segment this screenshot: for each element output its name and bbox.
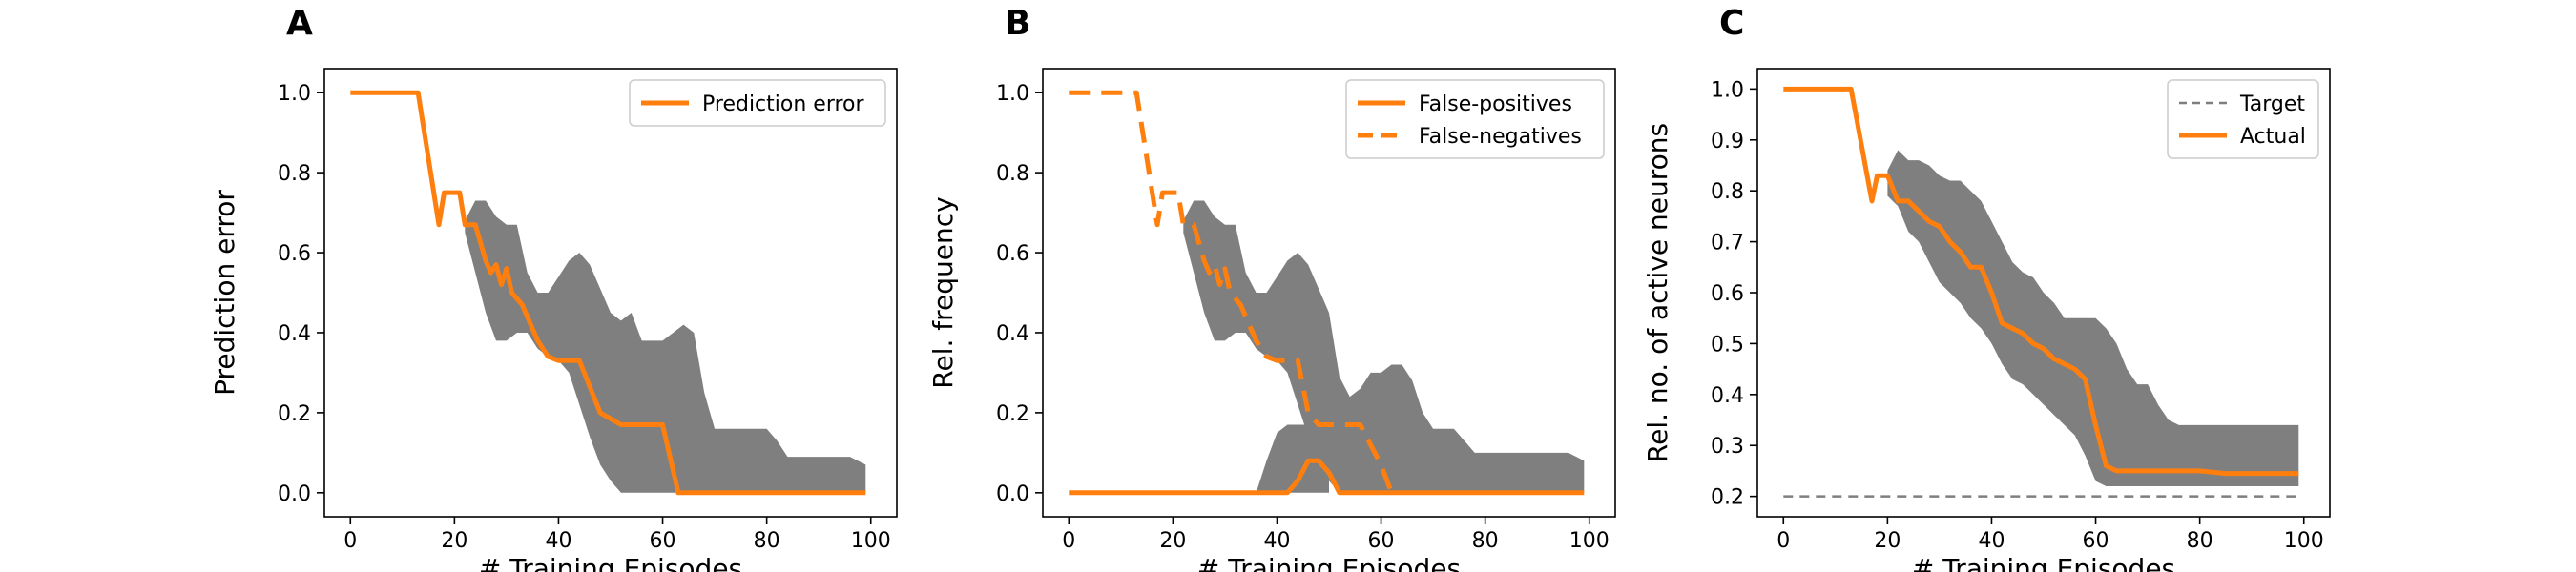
legend-label: Prediction error [702, 92, 864, 116]
x-tick-label: 40 [1978, 529, 2005, 553]
y-tick-label: 0.4 [1711, 384, 1744, 408]
x-tick-label: 80 [754, 529, 780, 553]
x-axis-label: # Training Episodes [479, 553, 742, 572]
y-tick-label: 0.2 [278, 402, 311, 426]
panel-label: C [1719, 4, 1744, 43]
y-tick-label: 0.7 [1711, 232, 1744, 255]
x-tick-label: 0 [343, 529, 357, 553]
panel-label: A [286, 4, 313, 43]
legend-label: Actual [2240, 125, 2306, 149]
legend: Prediction error [629, 79, 886, 127]
plot-area [1069, 90, 1585, 496]
y-tick-label: 1.0 [1711, 78, 1744, 102]
y-tick-label: 0.4 [996, 322, 1029, 346]
y-tick-label: 0.6 [996, 242, 1029, 266]
legend: False-positives False-negatives [1345, 79, 1605, 159]
uncertainty-band [1887, 150, 2299, 486]
y-tick-label: 0.6 [1711, 282, 1744, 306]
x-axis-label: # Training Episodes [1197, 553, 1461, 572]
y-tick-label: 0.0 [278, 482, 311, 506]
uncertainty-band [1183, 200, 1585, 493]
x-tick-label: 20 [1874, 529, 1901, 553]
plot-area [1783, 86, 2299, 498]
x-tick-label: 100 [1569, 529, 1610, 553]
y-tick-label: 0.2 [996, 402, 1029, 426]
x-tick-label: 40 [545, 529, 571, 553]
y-tick-label: 0.9 [1711, 130, 1744, 153]
axes-frame [323, 68, 898, 518]
y-tick-label: 1.0 [996, 82, 1029, 106]
legend-label: Target [2239, 92, 2305, 116]
y-tick-label: 0.8 [1711, 180, 1744, 204]
uncertainty-band [465, 200, 866, 493]
x-tick-label: 60 [650, 529, 676, 553]
plot-area [350, 90, 866, 496]
x-tick-label: 20 [1159, 529, 1186, 553]
y-tick-label: 0.8 [278, 162, 311, 186]
y-tick-label: 0.4 [278, 322, 311, 346]
y-axis-label: Prediction error [209, 190, 240, 396]
y-tick-label: 0.5 [1711, 333, 1744, 357]
x-tick-label: 0 [1776, 529, 1790, 553]
y-tick-label: 0.0 [996, 482, 1029, 506]
axes-frame [1042, 68, 1616, 518]
x-tick-label: 20 [441, 529, 467, 553]
legend-box [629, 79, 886, 127]
uncertainty-band [1256, 424, 1329, 493]
x-tick-label: 100 [2284, 529, 2324, 553]
x-tick-label: 0 [1062, 529, 1075, 553]
legend: Target Actual [2167, 79, 2319, 159]
legend-label: False-negatives [1419, 125, 1582, 149]
panel-A: A 0 20 40 60 80 100 0.0 0.2 0.4 0.6 0.8 1.0 # Trainin… [209, 4, 898, 572]
series-line-0 [1069, 458, 1585, 496]
x-axis-label: # Training Episodes [1912, 553, 2175, 572]
y-tick-label: 1.0 [278, 82, 311, 106]
y-tick-label: 0.8 [996, 162, 1029, 186]
panel-B: B 0 20 40 60 80 100 0.0 0.2 0.4 0.6 0.8 1.0 # Trainin… [927, 4, 1616, 572]
series-line-1 [1069, 90, 1394, 494]
x-tick-label: 40 [1263, 529, 1290, 553]
x-tick-label: 60 [2083, 529, 2109, 553]
legend-label: False-positives [1419, 92, 1572, 116]
series-line-1 [1783, 86, 2299, 477]
x-tick-label: 60 [1368, 529, 1395, 553]
legend-box [1345, 79, 1605, 159]
panel-label: B [1005, 4, 1030, 43]
panel-C: C 0 20 40 60 80 100 0.2 0.3 0.4 0.5 0.6 0.7 0.8 0.9 1.0… [1642, 4, 2331, 572]
y-tick-label: 0.3 [1711, 435, 1744, 459]
x-tick-label: 80 [1472, 529, 1499, 553]
x-tick-label: 80 [2187, 529, 2213, 553]
legend-box [2167, 79, 2319, 159]
y-tick-label: 0.2 [1711, 486, 1744, 510]
x-tick-label: 100 [851, 529, 891, 553]
y-tick-label: 0.6 [278, 242, 311, 266]
y-axis-label: Rel. no. of active neurons [1642, 123, 1673, 462]
y-axis-label: Rel. frequency [927, 196, 959, 388]
series-line-0 [350, 90, 866, 496]
